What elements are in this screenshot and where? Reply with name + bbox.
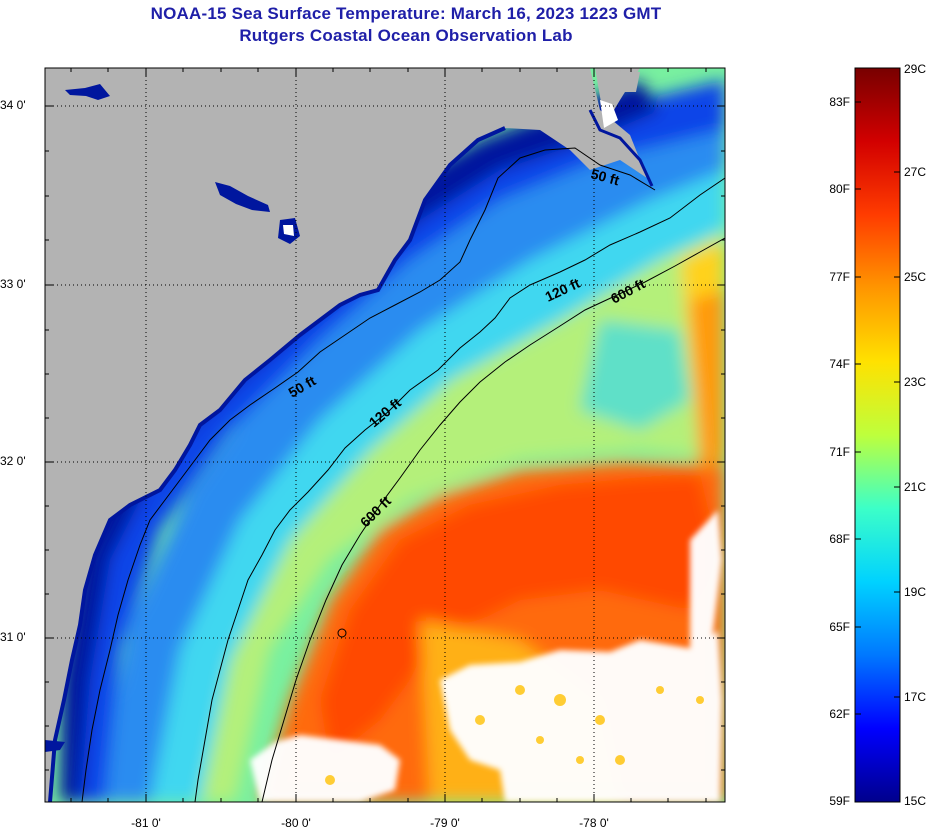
- colorbar-fahrenheit-label: 62F: [829, 707, 850, 721]
- longitude-label: -78 0': [579, 816, 609, 830]
- colorbar-fahrenheit-label: 68F: [829, 532, 850, 546]
- colorbar-fahrenheit-label: 71F: [829, 445, 850, 459]
- longitude-label: -81 0': [131, 816, 161, 830]
- latitude-label: 32 0': [0, 454, 26, 468]
- isobath-label: 50 ft: [589, 165, 621, 188]
- colorbar-fahrenheit-label: 80F: [829, 182, 850, 196]
- colorbar-fahrenheit-label: 59F: [829, 794, 850, 808]
- latitude-label: 34 0': [0, 98, 26, 112]
- colorbar-celsius-label: 19C: [904, 585, 927, 599]
- longitude-label: -80 0': [281, 816, 311, 830]
- colorbar-celsius-label: 17C: [904, 690, 927, 704]
- map-frame: [44, 67, 726, 803]
- colorbar-fahrenheit-label: 77F: [829, 270, 850, 284]
- colorbar: [855, 68, 900, 802]
- latitude-label: 33 0': [0, 277, 26, 291]
- colorbar-celsius-label: 15C: [904, 794, 927, 808]
- colorbar-fahrenheit-label: 65F: [829, 620, 850, 634]
- map-title: NOAA-15 Sea Surface Temperature: March 1…: [150, 4, 662, 23]
- colorbar-celsius-label: 29C: [904, 62, 927, 76]
- station-marker: [337, 628, 347, 638]
- colorbar-celsius-label: 21C: [904, 480, 927, 494]
- map-subtitle: Rutgers Coastal Ocean Observation Lab: [239, 26, 573, 45]
- colorbar-celsius-label: 27C: [904, 165, 927, 179]
- colorbar-celsius-label: 25C: [904, 270, 927, 284]
- colorbar-fahrenheit-label: 83F: [829, 95, 850, 109]
- longitude-label: -79 0': [430, 816, 460, 830]
- colorbar-fahrenheit-label: 74F: [829, 357, 850, 371]
- colorbar-celsius-label: 23C: [904, 375, 927, 389]
- latitude-label: 31 0': [0, 630, 26, 644]
